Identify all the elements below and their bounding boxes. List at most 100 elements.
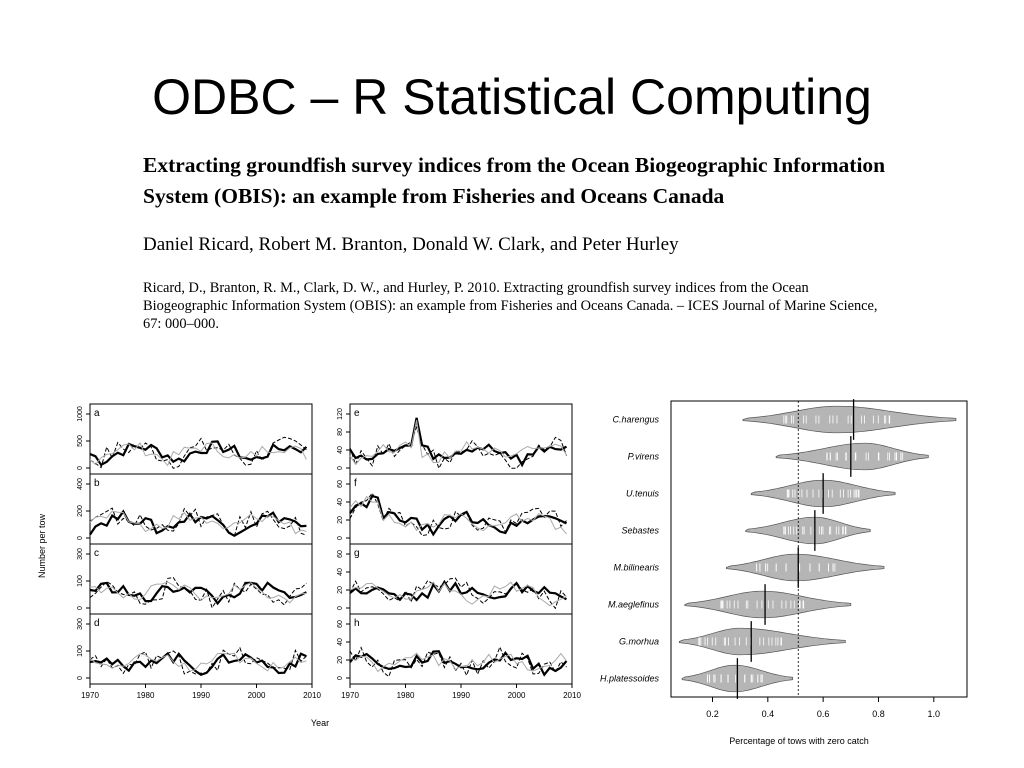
series-line — [349, 579, 567, 602]
category-label: Sebastes — [621, 526, 659, 536]
x-tick-label: 1980 — [137, 691, 155, 700]
category-label: U.tenuis — [626, 489, 660, 499]
panel-frame — [89, 543, 313, 615]
panel-letter: h — [354, 618, 360, 629]
y-tick-label: 60 — [337, 550, 344, 558]
x-tick-label: 1990 — [452, 691, 470, 700]
series-line — [349, 581, 567, 607]
violin-M-bilinearis: M.bilinearis — [613, 547, 885, 588]
y-tick-label: 0 — [77, 536, 84, 540]
y-tick-label: 0 — [337, 606, 344, 610]
violin-shape — [775, 442, 929, 471]
y-tick-label: 200 — [77, 505, 84, 517]
series-line — [349, 650, 568, 677]
panel-frame — [349, 543, 573, 615]
panel-h: h 0 20 40 60 — [337, 613, 573, 685]
y-tick-label: 120 — [337, 408, 344, 420]
series-line — [89, 652, 307, 672]
violin-U-tenuis: U.tenuis — [626, 473, 896, 514]
violin-H-platessoides: H.platessoides — [600, 658, 794, 699]
series-line — [89, 581, 307, 606]
panel-letter: c — [94, 548, 99, 559]
x-tick-label: 1970 — [81, 691, 99, 700]
violin-shape — [678, 627, 846, 656]
series-line — [89, 510, 307, 535]
y-tick-label: 0 — [337, 536, 344, 540]
series-line — [89, 440, 308, 467]
violin-shape — [684, 590, 852, 619]
panel-c: c 0 100 300 — [77, 543, 313, 615]
panel-a: a 0 500 1000 — [77, 403, 313, 475]
y-tick-label: 60 — [337, 480, 344, 488]
violin-M-aeglefinus: M.aeglefinus — [608, 584, 852, 625]
panel-letter: b — [94, 478, 100, 489]
panel-letter: a — [94, 408, 100, 419]
paper-authors: Daniel Ricard, Robert M. Branton, Donald… — [143, 234, 679, 255]
y-tick-label: 300 — [77, 548, 84, 560]
x-tick-label: 1990 — [192, 691, 210, 700]
panel-d: d 0 100 300 — [77, 613, 313, 685]
x-tick-label: 1980 — [397, 691, 415, 700]
y-tick-label: 300 — [77, 618, 84, 630]
y-tick-label: 20 — [337, 656, 344, 664]
series-line — [89, 436, 307, 469]
slide-title: ODBC – R Statistical Computing — [152, 69, 872, 125]
panel-frame — [89, 473, 313, 545]
violin-shape — [742, 405, 957, 434]
series-line — [349, 495, 567, 535]
x-tick-label: 1.0 — [928, 709, 941, 719]
series-line — [349, 652, 567, 673]
category-label: H.platessoides — [600, 674, 660, 684]
x-tick-label: 0.4 — [762, 709, 775, 719]
y-tick-label: 100 — [77, 645, 84, 657]
y-tick-label: 80 — [337, 428, 344, 436]
paper-citation: Ricard, D., Branton, R. M., Clark, D. W.… — [143, 280, 878, 332]
paper-header: Extracting groundfish survey indices fro… — [143, 150, 903, 333]
y-tick-label: 500 — [77, 435, 84, 447]
category-label: G.morhua — [619, 637, 659, 647]
violin-plot: C.harengus P.virens U.tenuis Sebastes M.bili… — [600, 399, 968, 746]
y-tick-label: 1000 — [77, 406, 84, 422]
x-axis-label: Percentage of tows with zero catch — [729, 736, 869, 746]
series-line — [349, 494, 567, 537]
panel-letter: g — [354, 548, 360, 559]
y-tick-label: 20 — [337, 586, 344, 594]
violin-shape — [725, 553, 885, 582]
series-line — [89, 509, 307, 537]
y-tick-label: 0 — [77, 466, 84, 470]
timeseries-plot: a05001000b0200400c0100300d0100300e040801… — [37, 403, 581, 728]
timeseries-figure: a 0 500 1000 b 0 200 400 c 0 100 300 d 0 100 300 e 0 40 80 1… — [30, 396, 590, 736]
x-tick-label: 2000 — [248, 691, 266, 700]
plot-frame — [670, 400, 968, 698]
x-tick-label: 0.8 — [872, 709, 885, 719]
y-tick-label: 0 — [77, 676, 84, 680]
violin-Sebastes: Sebastes — [621, 510, 871, 551]
paper-title: Extracting groundfish survey indices fro… — [143, 153, 886, 208]
x-tick-label: 1970 — [341, 691, 359, 700]
x-axis-label: Year — [311, 718, 329, 728]
panel-letter: d — [94, 618, 100, 629]
series-line — [89, 581, 307, 604]
x-tick-label: 0.6 — [817, 709, 830, 719]
panel-letter: f — [354, 478, 357, 489]
panel-letter: e — [354, 408, 360, 419]
series-line — [349, 420, 567, 466]
series-line — [89, 646, 307, 675]
category-label: M.bilinearis — [613, 563, 659, 573]
y-tick-label: 40 — [337, 498, 344, 506]
series-line — [89, 442, 307, 467]
x-tick-label: 0.2 — [706, 709, 719, 719]
panel-g: g 0 20 40 60 — [337, 543, 573, 615]
category-label: C.harengus — [612, 415, 659, 425]
y-axis-label: Number per tow — [37, 513, 47, 578]
category-label: P.virens — [628, 452, 660, 462]
violin-figure: C.harengus P.virens U.tenuis Sebastes M.bili… — [585, 396, 985, 756]
y-tick-label: 0 — [337, 466, 344, 470]
panel-e: e 0 40 80 120 — [337, 403, 573, 475]
y-tick-label: 20 — [337, 516, 344, 524]
y-tick-label: 100 — [77, 575, 84, 587]
y-tick-label: 60 — [337, 620, 344, 628]
panel-f: f 0 20 40 60 — [337, 473, 573, 545]
violin-C-harengus: C.harengus — [612, 399, 957, 440]
panel-frame — [349, 473, 573, 545]
